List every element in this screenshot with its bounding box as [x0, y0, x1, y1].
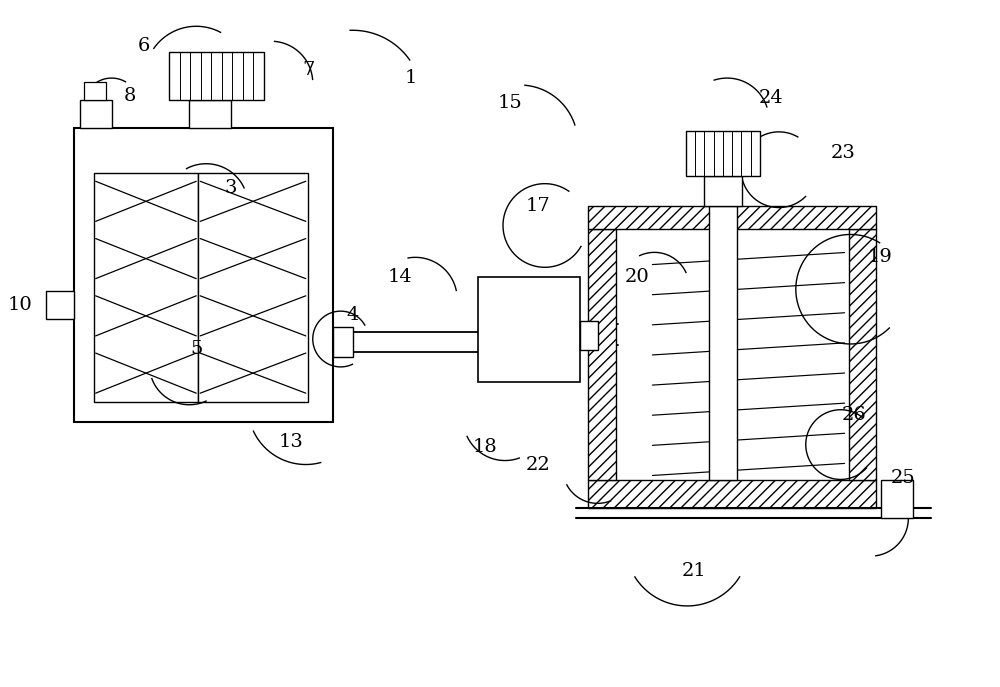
Bar [198, 172, 308, 402]
Bar [686, 131, 760, 176]
Text: 19: 19 [868, 248, 893, 267]
Text: 13: 13 [278, 433, 303, 451]
Bar [704, 176, 742, 206]
Bar [169, 52, 264, 100]
Bar [849, 229, 876, 480]
Text: 20: 20 [625, 268, 650, 286]
Text: 10: 10 [8, 296, 32, 314]
Text: 8: 8 [123, 87, 136, 105]
Text: 7: 7 [303, 61, 315, 79]
Bar [74, 128, 333, 422]
Bar [80, 100, 112, 128]
Bar [616, 229, 849, 480]
Text: 6: 6 [137, 37, 150, 55]
Text: 18: 18 [473, 438, 497, 455]
Bar [588, 206, 876, 229]
Text: 17: 17 [525, 196, 550, 214]
Text: 25: 25 [891, 469, 916, 488]
Bar [588, 480, 876, 508]
Text: 1: 1 [404, 69, 417, 87]
Text: 15: 15 [498, 94, 522, 112]
Text: 21: 21 [682, 562, 707, 580]
Bar [333, 327, 353, 357]
Text: 22: 22 [525, 455, 550, 473]
Text: 14: 14 [388, 268, 413, 286]
Bar [46, 291, 74, 319]
Bar [881, 480, 913, 518]
Text: 4: 4 [346, 306, 359, 324]
Text: 3: 3 [225, 179, 237, 196]
Bar [478, 278, 580, 382]
Bar [84, 82, 106, 100]
Bar [189, 100, 231, 128]
Text: 5: 5 [190, 340, 202, 358]
Bar [709, 206, 737, 480]
Bar [588, 229, 616, 480]
Text: 26: 26 [841, 406, 866, 424]
Bar [94, 172, 198, 402]
Text: 23: 23 [831, 144, 856, 161]
Bar [580, 321, 598, 350]
Text: 24: 24 [759, 89, 783, 107]
